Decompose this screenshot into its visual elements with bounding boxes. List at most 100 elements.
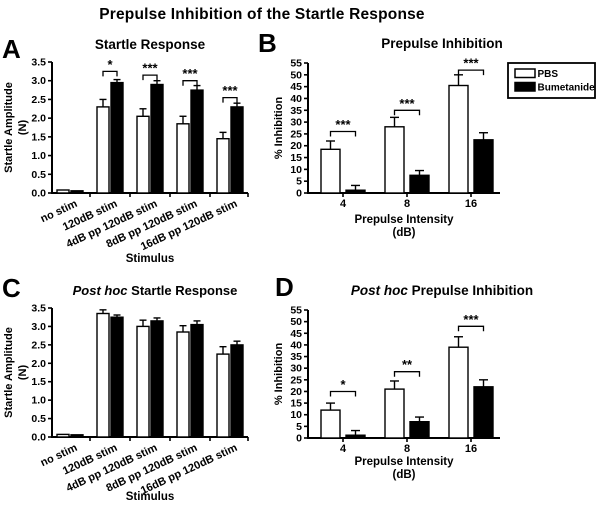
y-tick-label: 35 xyxy=(290,351,302,363)
y-tick-label: 10 xyxy=(290,409,302,421)
sig-bracket xyxy=(457,69,485,76)
y-tick-label: 3.5 xyxy=(31,57,46,69)
bar-bumetanide-4 xyxy=(345,434,366,439)
panel-d-chart: D Post hoc Prepulse Inhibition05101520253… xyxy=(273,272,533,481)
bar-bumetanide-16 xyxy=(473,139,494,194)
y-tick-label: 45 xyxy=(290,81,302,93)
y-tick-label: 2.0 xyxy=(31,113,46,125)
y-tick-label: 15 xyxy=(290,152,302,164)
panel-a-chart: A Startle Response 0.0 0.5 1.0 1.5 2.0 2.5 3.0 3.… xyxy=(2,34,249,265)
panel-letter-d: D xyxy=(275,272,294,302)
bar-bumetanide-120db-stim xyxy=(110,316,124,438)
bar-bumetanide-4db-pp-120db-stim xyxy=(150,320,164,438)
chart-title: Post hoc Startle Response xyxy=(73,283,238,298)
y-tick-label: 55 xyxy=(290,58,302,70)
sig-asterisks: * xyxy=(107,57,113,72)
sig-asterisks: *** xyxy=(463,312,479,327)
y-axis-label: % Inhibition xyxy=(273,343,285,406)
chart-title: Startle Response xyxy=(95,37,206,52)
y-tick-label: 2.0 xyxy=(31,358,46,370)
bar-pbs-no-stim xyxy=(56,433,70,438)
panel-letter-b: B xyxy=(258,28,277,58)
x-axis-label: (dB) xyxy=(393,227,416,239)
bar-bumetanide-120db-stim xyxy=(110,81,124,194)
y-axis-label: % Inhibition xyxy=(273,97,285,160)
y-tick-label: 25 xyxy=(290,128,302,140)
bar-bumetanide-8 xyxy=(409,174,430,194)
x-category-label: 4 xyxy=(340,198,347,210)
bar-bumetanide-8 xyxy=(409,420,430,439)
y-axis-label: Startle Amplitude xyxy=(3,82,15,173)
chart-title: Prepulse Inhibition xyxy=(381,36,503,51)
y-tick-label: 50 xyxy=(290,69,302,81)
y-axis-label: (N) xyxy=(17,365,29,381)
y-tick-label: 50 xyxy=(290,316,302,328)
panel-letter-a: A xyxy=(2,34,21,64)
y-tick-label: 45 xyxy=(290,328,302,340)
bar-pbs-4 xyxy=(320,409,341,439)
sig-bracket xyxy=(457,325,485,332)
x-axis-label: Stimulus xyxy=(126,491,175,503)
y-tick-label: 1.0 xyxy=(31,150,46,162)
sig-asterisks: * xyxy=(340,377,346,392)
legend-swatch-bumetanide xyxy=(514,81,536,92)
bar-bumetanide-4 xyxy=(345,189,366,194)
y-axis-label: (N) xyxy=(17,120,29,136)
sig-asterisks: *** xyxy=(463,56,479,71)
legend-label-bumetanide: Bumetanide xyxy=(538,83,596,94)
y-tick-label: 0.0 xyxy=(31,432,46,444)
sig-asterisks: *** xyxy=(222,83,238,98)
panel-b-chart: B Prepulse Inhibition 05101520253035404550… xyxy=(258,28,596,239)
y-tick-label: 0.5 xyxy=(31,169,46,181)
figure-title: Prepulse Inhibition of the Startle Respo… xyxy=(99,6,425,23)
y-tick-label: 35 xyxy=(290,105,302,117)
sig-asterisks: *** xyxy=(399,96,415,111)
y-tick-label: 20 xyxy=(290,386,302,398)
bar-bumetanide-no-stim xyxy=(70,190,84,194)
bar-pbs-16 xyxy=(448,346,469,439)
y-tick-label: 3.0 xyxy=(31,75,46,87)
y-tick-label: 1.5 xyxy=(31,376,46,388)
bar-pbs-4db-pp-120db-stim xyxy=(136,115,150,194)
panel-c-chart: C Post hoc Startle Response 0.0 0.5 1.0 1.5 2.… xyxy=(2,273,249,503)
y-tick-label: 5 xyxy=(296,421,302,433)
sig-asterisks: *** xyxy=(335,117,351,132)
bar-pbs-8 xyxy=(384,388,405,439)
x-category-label: 4 xyxy=(340,443,347,455)
bar-pbs-no-stim xyxy=(56,189,70,194)
sig-bracket xyxy=(182,80,198,86)
bar-bumetanide-4db-pp-120db-stim xyxy=(150,83,164,194)
y-tick-label: 5 xyxy=(296,176,302,188)
bar-pbs-16 xyxy=(448,84,469,194)
x-axis-label: (dB) xyxy=(393,469,416,481)
y-tick-label: 40 xyxy=(290,339,302,351)
bar-pbs-8 xyxy=(384,126,405,194)
y-tick-label: 55 xyxy=(290,305,302,317)
y-tick-label: 10 xyxy=(290,164,302,176)
x-category-label: 16 xyxy=(465,443,477,455)
bar-pbs-8db-pp-120db-stim xyxy=(176,331,190,438)
bar-pbs-8db-pp-120db-stim xyxy=(176,123,190,194)
y-tick-label: 40 xyxy=(290,93,302,105)
x-axis-label: Prepulse Intensity xyxy=(354,214,454,226)
y-tick-label: 0 xyxy=(296,188,302,200)
sig-bracket xyxy=(222,96,238,103)
bar-pbs-16db-pp-120db-stim xyxy=(216,137,230,194)
sig-bracket xyxy=(329,390,357,397)
sig-bracket xyxy=(102,70,118,77)
y-tick-label: 0.5 xyxy=(31,413,46,425)
bar-pbs-120db-stim xyxy=(96,106,110,194)
sig-bracket xyxy=(329,130,357,137)
x-category-label: 16 xyxy=(465,198,477,210)
y-axis-label: Startle Amplitude xyxy=(3,327,15,418)
bar-bumetanide-8db-pp-120db-stim xyxy=(190,89,204,194)
bar-bumetanide-16 xyxy=(473,386,494,439)
y-tick-label: 15 xyxy=(290,398,302,410)
sig-bracket xyxy=(393,371,421,377)
bar-pbs-4 xyxy=(320,148,341,194)
panel-letter-c: C xyxy=(2,273,21,303)
bar-bumetanide-no-stim xyxy=(70,434,84,438)
sig-asterisks: *** xyxy=(142,61,158,76)
